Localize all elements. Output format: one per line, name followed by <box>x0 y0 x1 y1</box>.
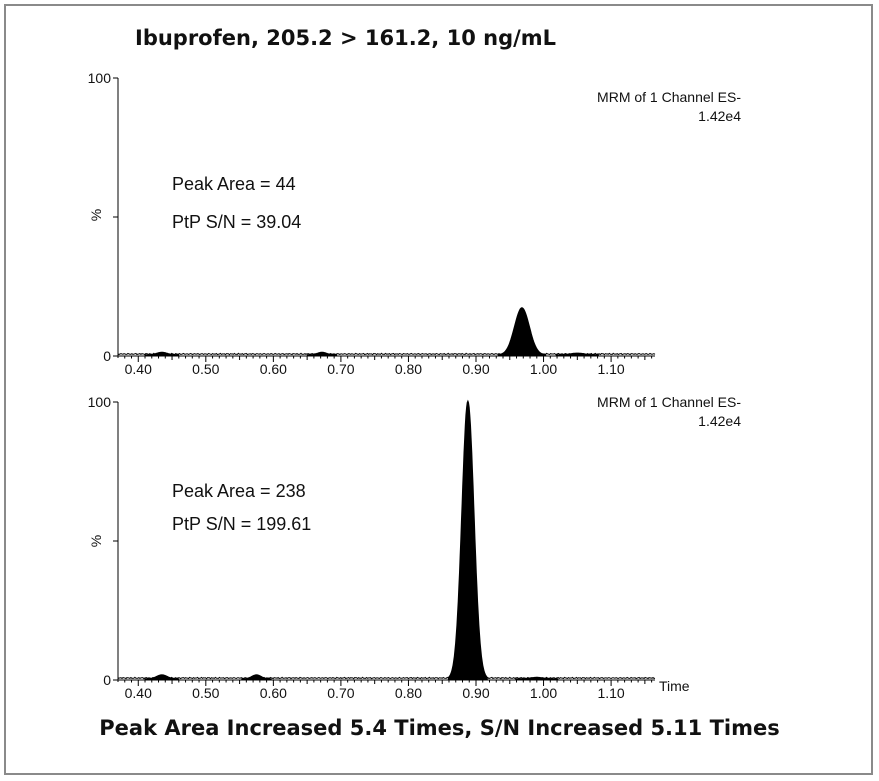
signal-to-noise-annotation: PtP S/N = 39.04 <box>172 212 301 232</box>
x-tick-label: 0.70 <box>327 685 354 701</box>
y-axis-label: % <box>88 209 104 221</box>
noise-peak <box>306 351 338 356</box>
y-tick-label: 100 <box>88 70 112 86</box>
peak-area-annotation: Peak Area = 44 <box>172 174 296 194</box>
chart-title: Ibuprofen, 205.2 > 161.2, 10 ng/mL <box>135 26 557 50</box>
noise-peak <box>555 352 599 356</box>
x-axis-label: Time <box>659 678 690 694</box>
noise-peak <box>241 674 272 680</box>
figure-frame <box>4 4 873 775</box>
x-tick-label: 1.10 <box>597 685 624 701</box>
chromatogram-bottom: 0 100% 0.40 0.50 0.60 0.70 0.80 0.90 1.00 1.10 Tim… <box>88 394 742 701</box>
summary-caption: Peak Area Increased 5.4 Times, S/N Incre… <box>99 716 780 740</box>
y-tick-label: 100 <box>88 394 112 410</box>
y-tick-label: 0 <box>103 672 111 688</box>
x-tick-label: 0.80 <box>395 685 422 701</box>
x-tick-label: 0.40 <box>125 685 152 701</box>
y-tick-label: 0 <box>103 348 111 364</box>
intensity-label: 1.42e4 <box>698 108 741 124</box>
x-tick-label: 0.50 <box>192 361 219 377</box>
x-tick-label: 0.60 <box>260 685 287 701</box>
noise-peak <box>515 676 559 680</box>
ibuprofen-peak <box>447 399 488 680</box>
noise-peak <box>144 351 180 356</box>
x-tick-label: 0.90 <box>462 685 489 701</box>
x-tick-label: 0.60 <box>260 361 287 377</box>
noise-peak <box>144 674 180 680</box>
x-tick-label: 1.10 <box>597 361 624 377</box>
ibuprofen-peak <box>497 307 547 356</box>
x-tick-label: 1.00 <box>530 361 557 377</box>
chromatogram-top: 0 100% 0.40 0.50 0.60 0.70 0.80 0.90 1.00 1.10 MRM… <box>88 70 742 377</box>
intensity-label: 1.42e4 <box>698 413 741 429</box>
signal-to-noise-annotation: PtP S/N = 199.61 <box>172 514 311 534</box>
x-tick-label: 0.50 <box>192 685 219 701</box>
x-tick-label: 0.70 <box>327 361 354 377</box>
baseline-trace <box>117 676 656 680</box>
x-tick-label: 0.80 <box>395 361 422 377</box>
baseline-trace <box>117 352 656 356</box>
peak-area-annotation: Peak Area = 238 <box>172 481 306 501</box>
channel-label: MRM of 1 Channel ES- <box>597 89 741 105</box>
x-tick-label: 0.90 <box>462 361 489 377</box>
x-tick-label: 1.00 <box>530 685 557 701</box>
x-tick-label: 0.40 <box>125 361 152 377</box>
channel-label: MRM of 1 Channel ES- <box>597 394 741 410</box>
y-axis-label: % <box>88 535 104 547</box>
